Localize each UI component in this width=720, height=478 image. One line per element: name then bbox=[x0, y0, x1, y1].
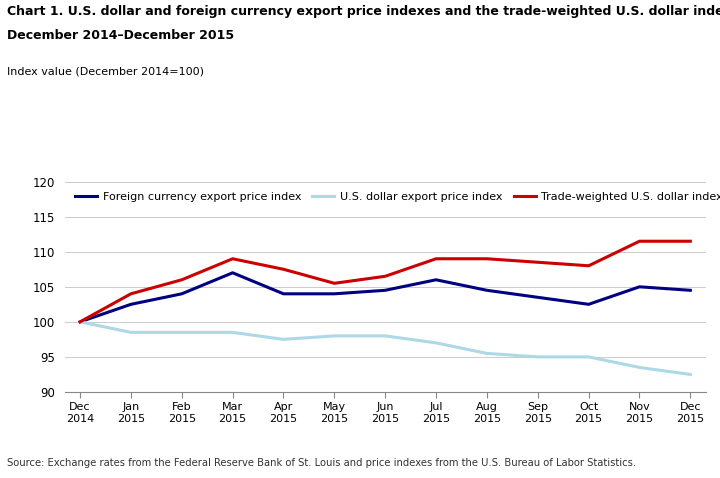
Legend: Foreign currency export price index, U.S. dollar export price index, Trade-weigh: Foreign currency export price index, U.S… bbox=[71, 187, 720, 206]
Text: Index value (December 2014=100): Index value (December 2014=100) bbox=[7, 67, 204, 77]
Text: December 2014–December 2015: December 2014–December 2015 bbox=[7, 29, 234, 42]
Text: Chart 1. U.S. dollar and foreign currency export price indexes and the trade-wei: Chart 1. U.S. dollar and foreign currenc… bbox=[7, 5, 720, 18]
Text: Source: Exchange rates from the Federal Reserve Bank of St. Louis and price inde: Source: Exchange rates from the Federal … bbox=[7, 458, 636, 468]
